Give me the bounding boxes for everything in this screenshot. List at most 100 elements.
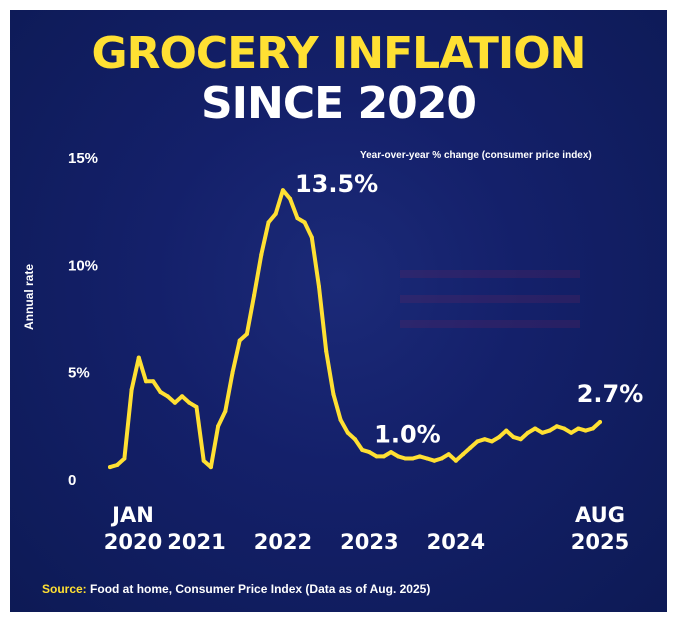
source-note: Source: Food at home, Consumer Price Ind… [42,582,430,596]
background-stripe [400,320,580,328]
y-axis-ticks: 0 5% 10% 15% [68,150,98,489]
data-point [590,426,595,431]
data-point [569,430,574,435]
background-stripe [400,270,580,278]
data-point [108,465,112,470]
data-label: 2.7% [577,380,644,408]
data-point [223,409,228,414]
data-point [244,332,249,336]
data-point [425,456,430,461]
data-point [266,220,271,225]
data-point [468,445,473,450]
data-point [432,458,437,463]
data-point [353,437,357,442]
data-point [338,417,343,422]
x-tick-label: 2021 [167,530,225,554]
x-tick-label: 2024 [427,530,485,554]
x-tick-label: AUG [575,503,625,527]
data-point [396,454,401,459]
data-point [497,435,502,440]
data-point [201,458,206,463]
data-point [288,196,293,201]
data-point [562,426,566,431]
data-point [187,400,192,405]
data-point [554,424,559,429]
data-label: 1.0% [374,421,441,449]
data-point [302,220,307,225]
x-tick-label: 2022 [254,530,312,554]
x-tick-label: 2025 [571,530,629,554]
line-chart: 0 5% 10% 15% JAN 2020 2021 2022 2023 2024 AUG 2025… [68,150,643,554]
data-point [367,450,372,455]
x-axis-ticks: JAN 2020 2021 2022 2023 2024 AUG 2025 [104,503,629,554]
data-point [136,355,141,360]
x-tick-label: 2020 [104,530,162,554]
data-point [598,420,602,424]
data-point [151,379,156,384]
data-point [259,252,264,257]
data-point [475,439,480,444]
data-point [122,456,127,461]
data-point [208,465,213,470]
data-point [273,211,278,216]
data-point [576,426,581,431]
data-point [403,456,408,461]
source-key: Source: [42,582,87,596]
data-point [158,390,163,394]
data-point [453,458,458,463]
x-tick-label: 2023 [340,530,398,554]
y-tick-label: 0 [68,472,76,489]
y-tick-label: 5% [68,365,90,382]
data-point [511,435,516,440]
data-point [280,188,285,193]
data-point [461,452,466,457]
data-point [374,454,379,459]
data-label: 13.5% [295,170,378,198]
data-point [230,370,235,375]
x-tick-label: JAN [110,503,154,527]
data-point [381,454,386,459]
data-point [115,463,120,467]
series-lines [108,188,602,470]
title-line-2: SINCE 2020 [200,78,477,129]
data-point [324,349,329,354]
data-point [180,394,185,399]
data-point [129,387,134,392]
title-line-1: GROCERY INFLATION [91,28,587,79]
data-point [309,235,314,240]
y-tick-label: 15% [68,150,98,167]
data-point [540,430,545,435]
data-point [410,456,415,461]
data-point [194,405,199,409]
series-points [108,188,602,470]
data-point [489,439,494,444]
data-point [583,428,588,433]
data-point [439,456,444,461]
data-point [237,338,242,343]
chart-card: GROCERY INFLATION SINCE 2020 Year-over-y… [10,10,667,612]
data-point [533,426,538,431]
data-point [252,293,257,298]
data-point [165,394,170,399]
data-point [144,379,148,384]
y-tick-label: 10% [68,257,98,274]
data-point [317,284,321,289]
data-point [216,424,221,429]
data-point [547,428,552,433]
data-point [389,450,393,455]
data-point [295,216,300,221]
data-point [331,392,336,397]
data-point [417,454,422,459]
data-point [345,430,350,435]
data-point [172,400,177,405]
series-line [108,188,602,470]
source-text: Food at home, Consumer Price Index (Data… [90,582,431,596]
data-point [360,447,365,452]
data-point [525,430,530,435]
data-point [446,452,451,457]
data-labels: 13.5% 1.0% 2.7% [295,170,643,448]
data-point [504,428,509,433]
chart-subtitle: Year-over-year % change (consumer price … [360,150,592,161]
data-point [518,437,523,442]
data-point [482,437,487,442]
